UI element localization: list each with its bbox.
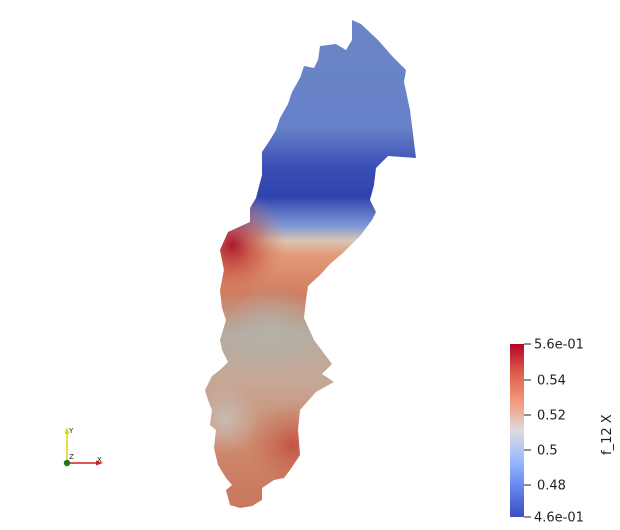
z-axis-label: Z [69, 453, 74, 461]
colorbar-min-label: 4.6e-01 [534, 511, 584, 526]
y-axis-arrow-icon [64, 427, 70, 434]
field-surface [205, 20, 416, 508]
orientation-axes[interactable]: Y X Z [63, 427, 103, 467]
colorbar-tick-label: 0.54 [537, 374, 566, 389]
y-axis-label: Y [68, 427, 74, 435]
colorbar-tick-label: 0.48 [537, 479, 566, 494]
colorbar-gradient [510, 344, 524, 517]
colorbar-title: f_12 X [600, 414, 615, 455]
color-legend: 5.6e-01 0.54 0.52 0.5 0.48 4.6e-01 f_12 … [510, 338, 615, 526]
x-axis-label: X [97, 456, 102, 464]
colorbar-max-label: 5.6e-01 [534, 338, 584, 353]
z-axis-icon [63, 459, 71, 467]
colorbar-tick-label: 0.52 [537, 409, 566, 424]
x-axis-arrow-icon [96, 460, 103, 466]
colorbar-tick-label: 0.5 [537, 444, 558, 459]
